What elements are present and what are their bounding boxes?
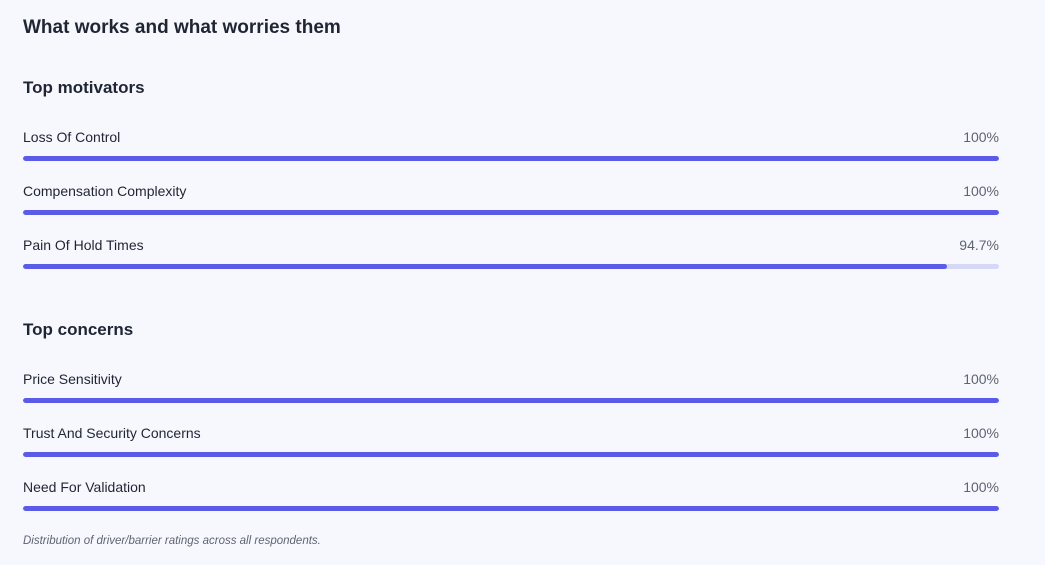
bar-track (23, 398, 999, 403)
panel-title: What works and what worries them (23, 17, 341, 38)
bar-value-label: 100% (963, 371, 999, 387)
bar-fill (23, 398, 999, 403)
bar-row: Trust And Security Concerns 100% (23, 425, 999, 465)
bar-track (23, 506, 999, 511)
bar-fill (23, 264, 948, 269)
bar-track (23, 452, 999, 457)
section-title-concerns: Top concerns (23, 320, 134, 339)
bar-value-label: 100% (963, 479, 999, 495)
section-title-motivators: Top motivators (23, 78, 145, 97)
bar-row: Pain Of Hold Times 94.7% (23, 237, 999, 277)
bar-row: Need For Validation 100% (23, 479, 999, 519)
bar-row: Loss Of Control 100% (23, 129, 999, 169)
bar-fill (23, 156, 999, 161)
bar-label: Loss Of Control (23, 129, 121, 145)
bar-fill (23, 506, 999, 511)
bar-row: Compensation Complexity 100% (23, 183, 999, 223)
bar-value-label: 100% (963, 183, 999, 199)
footnote: Distribution of driver/barrier ratings a… (23, 535, 321, 547)
bar-label: Compensation Complexity (23, 183, 187, 199)
bar-track (23, 156, 999, 161)
bar-fill (23, 452, 999, 457)
bar-label: Price Sensitivity (23, 371, 122, 387)
bar-track (23, 264, 999, 269)
bar-label: Pain Of Hold Times (23, 237, 144, 253)
bar-row: Price Sensitivity 100% (23, 371, 999, 411)
bar-label: Need For Validation (23, 479, 146, 495)
bar-label: Trust And Security Concerns (23, 425, 201, 441)
bar-fill (23, 210, 999, 215)
bar-value-label: 100% (963, 129, 999, 145)
bar-value-label: 100% (963, 425, 999, 441)
bar-track (23, 210, 999, 215)
bar-value-label: 94.7% (959, 237, 999, 253)
